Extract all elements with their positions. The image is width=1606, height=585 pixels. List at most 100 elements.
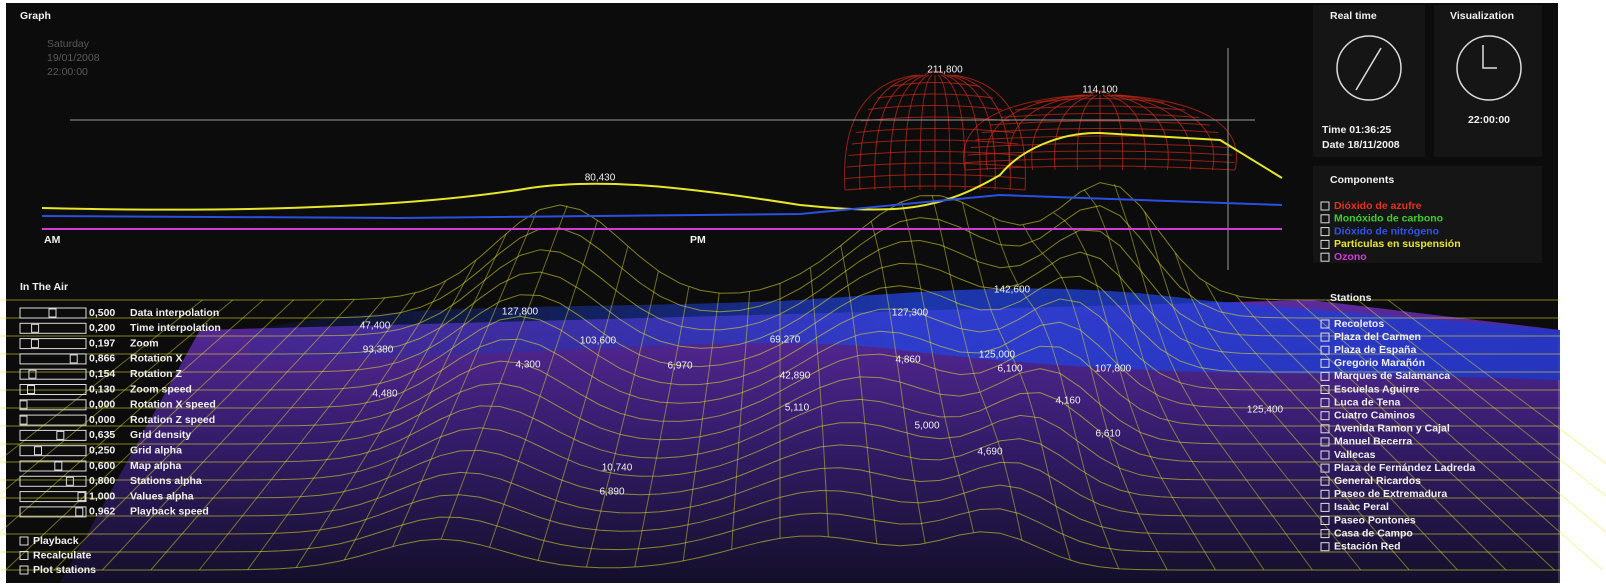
checkbox[interactable] <box>1320 437 1330 447</box>
slider-handle[interactable] <box>56 430 65 440</box>
action-label[interactable]: Plot stations <box>33 564 96 576</box>
component-label[interactable]: Monóxido de carbono <box>1334 213 1443 225</box>
value-label: 125,400 <box>1247 405 1284 416</box>
mesh-col <box>295 259 477 568</box>
mesh-col <box>870 220 926 544</box>
station-label[interactable]: Paseo de Extremadura <box>1334 488 1447 500</box>
slider-track[interactable] <box>19 307 87 319</box>
slider-track[interactable] <box>19 491 87 503</box>
checkbox[interactable] <box>1320 227 1330 237</box>
station-label[interactable]: Cuatro Caminos <box>1334 409 1415 421</box>
station-label[interactable]: Vallecas <box>1334 449 1376 461</box>
slider-handle[interactable] <box>48 308 57 318</box>
slider-track[interactable] <box>19 506 87 518</box>
checkbox[interactable] <box>1320 345 1330 355</box>
slider-handle[interactable] <box>19 415 28 425</box>
slider-track[interactable] <box>19 322 87 334</box>
checkbox[interactable] <box>1320 463 1330 473</box>
checkbox[interactable] <box>1320 529 1330 539</box>
clock-time: 22:00:00 <box>1468 114 1510 126</box>
mesh-col <box>489 220 599 548</box>
value-label: 6,890 <box>599 487 624 498</box>
checkbox[interactable] <box>19 536 29 546</box>
component-label[interactable]: Dióxido de nitrógeno <box>1334 225 1439 237</box>
checkbox[interactable] <box>1320 398 1330 408</box>
slider-handle[interactable] <box>54 461 63 471</box>
mesh-col <box>0 299 264 533</box>
slider-handle[interactable] <box>19 400 28 410</box>
station-label[interactable]: Plaza de España <box>1334 344 1416 356</box>
checkbox[interactable] <box>1320 358 1330 368</box>
checkbox[interactable] <box>1320 319 1330 329</box>
slider-handle[interactable] <box>65 476 74 486</box>
slider-track[interactable] <box>19 460 87 472</box>
dome-rib <box>1105 94 1147 171</box>
checkbox[interactable] <box>19 565 29 575</box>
action-label[interactable]: Recalculate <box>33 549 92 561</box>
slider-track[interactable] <box>19 384 87 395</box>
station-label[interactable]: Plaza de Fernández Ladreda <box>1334 462 1475 474</box>
slider-track[interactable] <box>19 445 87 457</box>
checkbox[interactable] <box>1320 542 1330 552</box>
checkbox[interactable] <box>1320 424 1330 434</box>
station-label[interactable]: Manuel Becerra <box>1334 436 1412 448</box>
checkbox[interactable] <box>19 551 29 560</box>
slider-handle[interactable] <box>30 339 39 349</box>
checkbox[interactable] <box>1320 450 1330 460</box>
checkbox[interactable] <box>1320 201 1330 211</box>
mesh-col <box>537 246 629 561</box>
checkbox[interactable] <box>1320 516 1330 525</box>
slider-track[interactable] <box>19 429 87 441</box>
slider-handle[interactable] <box>69 354 78 364</box>
slider-track[interactable] <box>19 338 87 350</box>
slider-label: Data interpolation <box>130 307 219 319</box>
slider-handle[interactable] <box>27 385 36 394</box>
station-label[interactable]: Avenida Ramon y Cajal <box>1334 423 1450 435</box>
slider-track[interactable] <box>19 368 87 380</box>
station-label[interactable]: General Ricardos <box>1334 475 1421 487</box>
mesh-col <box>1357 299 1606 497</box>
station-label[interactable]: Escuelas Aguirre <box>1334 383 1420 395</box>
checkbox[interactable] <box>1320 489 1330 499</box>
checkbox[interactable] <box>1320 411 1330 421</box>
slider-value: 0,250 <box>89 444 115 456</box>
value-label: 69,270 <box>770 335 801 346</box>
component-label[interactable]: Partículas en suspensión <box>1334 238 1461 250</box>
station-label[interactable]: Casa de Campo <box>1334 527 1413 539</box>
component-label[interactable]: Dióxido de azufre <box>1334 200 1422 212</box>
slider-value: 0,000 <box>89 399 115 411</box>
station-label[interactable]: Gregorio Marañón <box>1334 357 1425 369</box>
mesh-col <box>102 299 355 571</box>
action-label[interactable]: Playback <box>33 535 79 547</box>
station-label[interactable]: Estación Red <box>1334 540 1401 552</box>
slider-track[interactable] <box>19 353 87 365</box>
slider-handle[interactable] <box>28 369 37 379</box>
station-label[interactable]: Paseo Pontones <box>1334 514 1416 526</box>
panel-title: Real time <box>1330 10 1377 22</box>
station-label[interactable]: Recoletos <box>1334 318 1384 330</box>
checkbox[interactable] <box>1320 252 1330 262</box>
value-label: 5,110 <box>785 403 810 414</box>
checkbox[interactable] <box>1320 476 1330 486</box>
mesh-col <box>585 270 659 568</box>
station-label[interactable]: Plaza del Carmen <box>1334 331 1421 343</box>
mesh-row <box>0 414 1560 481</box>
slider-handle[interactable] <box>34 446 42 456</box>
checkbox[interactable] <box>1320 371 1330 381</box>
station-label[interactable]: Isaac Peral <box>1334 501 1389 513</box>
slider-track[interactable] <box>19 475 87 487</box>
dome-rib <box>1053 94 1095 171</box>
station-label[interactable]: Luca de Tena <box>1334 396 1400 408</box>
mesh-col <box>198 292 416 571</box>
component-label[interactable]: Ozono <box>1334 251 1367 263</box>
checkbox[interactable] <box>1320 239 1330 249</box>
checkbox[interactable] <box>1320 332 1330 342</box>
clock-date: Date 18/11/2008 <box>1322 139 1400 151</box>
slider-handle[interactable] <box>77 492 86 502</box>
checkbox[interactable] <box>1320 214 1330 224</box>
slider-handle[interactable] <box>75 507 84 517</box>
station-label[interactable]: Marques de Salamanca <box>1334 370 1450 382</box>
checkbox[interactable] <box>1320 385 1330 394</box>
checkbox[interactable] <box>1320 502 1330 512</box>
slider-handle[interactable] <box>31 323 40 333</box>
